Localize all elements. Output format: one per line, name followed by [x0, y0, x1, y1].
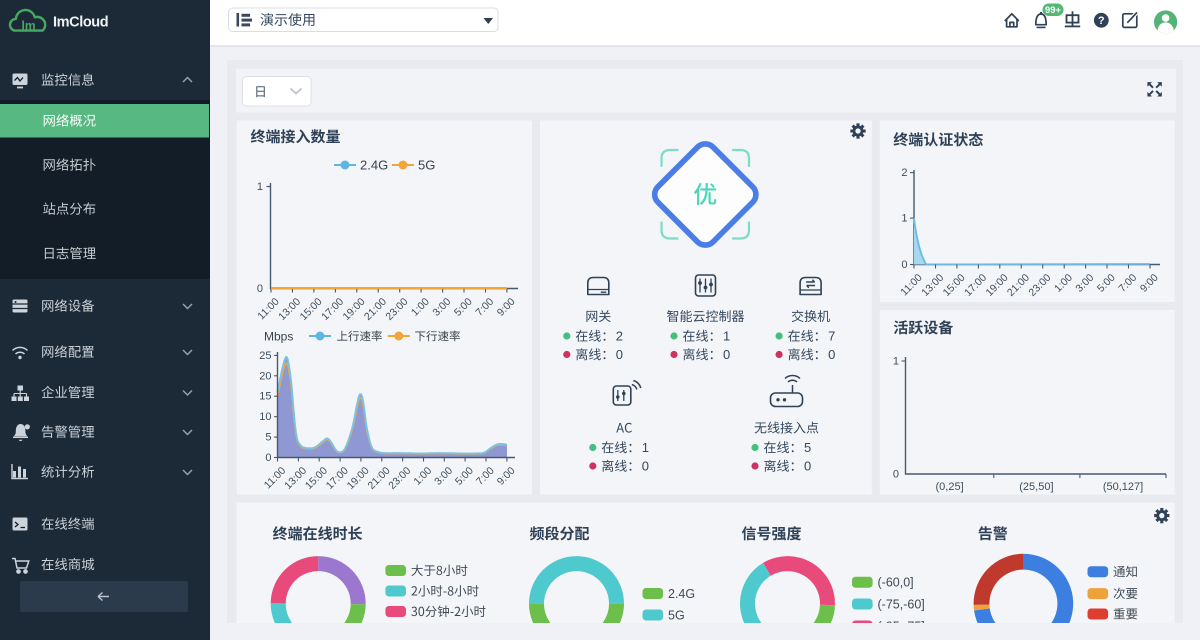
svg-text:2.4G: 2.4G	[668, 587, 695, 601]
svg-text:(-75,-60]: (-75,-60]	[878, 598, 925, 612]
svg-text:2.4G: 2.4G	[360, 158, 388, 173]
svg-text:0: 0	[901, 259, 907, 271]
svg-text:?: ?	[1098, 15, 1105, 27]
svg-text:25: 25	[259, 350, 271, 362]
svg-text:20: 20	[259, 370, 271, 382]
svg-text:0: 0	[723, 347, 730, 362]
svg-text:0: 0	[828, 347, 835, 362]
svg-text:1: 1	[893, 356, 899, 368]
svg-text:ImCloud: ImCloud	[53, 15, 108, 31]
svg-text:7: 7	[828, 329, 835, 344]
svg-text:lm: lm	[22, 19, 36, 33]
svg-text:(25,50]: (25,50]	[1019, 481, 1053, 493]
svg-text:0: 0	[616, 347, 623, 362]
svg-text:0: 0	[265, 452, 271, 464]
svg-text:(-60,0]: (-60,0]	[878, 576, 914, 590]
svg-text:0: 0	[642, 459, 649, 474]
svg-text:(-95,-75]: (-95,-75]	[878, 620, 925, 634]
svg-text:10: 10	[259, 411, 271, 423]
svg-text:99+: 99+	[1045, 5, 1062, 16]
svg-text:1: 1	[723, 329, 730, 344]
svg-text:5: 5	[265, 432, 271, 444]
svg-text:Mbps: Mbps	[264, 330, 293, 344]
svg-text:0: 0	[804, 459, 811, 474]
svg-text:(50,127]: (50,127]	[1103, 481, 1143, 493]
svg-text:15: 15	[259, 391, 271, 403]
svg-text:2: 2	[901, 167, 907, 179]
svg-text:5G: 5G	[668, 609, 685, 623]
svg-text:1: 1	[642, 440, 649, 455]
svg-text:1: 1	[901, 213, 907, 225]
svg-text:(0,25]: (0,25]	[936, 481, 964, 493]
svg-text:2: 2	[616, 329, 623, 344]
svg-text:1: 1	[257, 181, 263, 193]
svg-text:5G: 5G	[418, 158, 435, 173]
svg-text:0: 0	[257, 283, 263, 295]
svg-text:0: 0	[893, 469, 899, 481]
svg-text:5: 5	[804, 440, 811, 455]
